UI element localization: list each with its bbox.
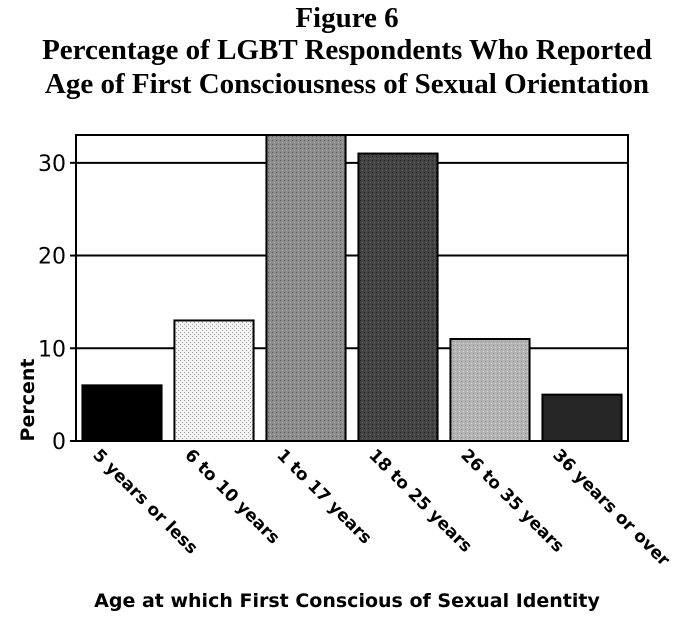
x-category-label: 36 years or over xyxy=(548,445,673,570)
chart-title-line2: Age of First Consciousness of Sexual Ori… xyxy=(44,68,650,100)
bar-1 xyxy=(173,319,255,443)
x-axis-label: Age at which First Conscious of Sexual I… xyxy=(94,590,600,612)
bar-3 xyxy=(357,152,439,443)
y-axis-ticks: 0 10 20 30 xyxy=(38,152,76,455)
y-tick-label: 0 xyxy=(52,430,66,455)
bar-5 xyxy=(541,393,623,442)
bar-0 xyxy=(81,384,163,443)
x-category-label: 6 to 10 years xyxy=(180,445,283,548)
bars xyxy=(81,134,623,443)
chart-title-line1: Percentage of LGBT Respondents Who Repor… xyxy=(42,34,652,66)
x-category-label: 1 to 17 years xyxy=(272,445,375,548)
figure-label: Figure 6 xyxy=(295,2,399,34)
bar-4 xyxy=(449,338,531,442)
bar-2 xyxy=(265,134,347,442)
y-tick-label: 20 xyxy=(38,245,66,270)
y-tick-label: 10 xyxy=(38,337,66,362)
plot-frame xyxy=(75,134,629,442)
y-axis-label: Percent xyxy=(17,359,39,442)
y-tick-label: 30 xyxy=(38,152,66,177)
